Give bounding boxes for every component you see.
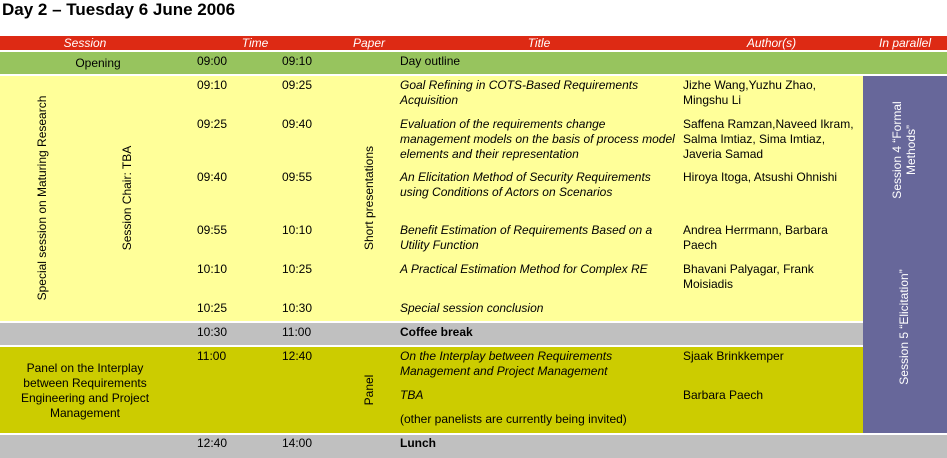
- talk-title: Benefit Estimation of Requirements Based…: [400, 223, 653, 252]
- coffee-title: Coffee break: [400, 325, 473, 339]
- special-session-name: Special session on Maturing Research: [35, 95, 49, 301]
- talk-end-time: 09:55: [282, 170, 313, 184]
- panel-title: TBA: [400, 388, 424, 402]
- session-chair: Session Chair: TBA: [120, 145, 134, 251]
- paper-type-short: Short presentations: [362, 145, 376, 251]
- header-in-parallel: In parallel: [863, 36, 947, 50]
- header-time: Time: [170, 36, 340, 50]
- panel-note: (other panelists are currently being inv…: [400, 412, 627, 426]
- talk-end-time: 10:30: [282, 301, 313, 315]
- talk-authors: Saffena Ramzan,Naveed Ikram, Salma Imtia…: [683, 117, 854, 161]
- panel-block: [0, 347, 863, 433]
- lunch-end-time: 14:00: [282, 436, 313, 450]
- coffee-break-row: [0, 323, 863, 345]
- talk-start-time: 10:10: [197, 262, 228, 276]
- special-session-block: [0, 76, 863, 321]
- talk-end-time: 09:40: [282, 117, 313, 131]
- header-session: Session: [0, 36, 170, 50]
- panel-end-time: 12:40: [282, 349, 313, 363]
- talk-authors: Jizhe Wang,Yuzhu Zhao, Mingshu Li: [683, 78, 816, 107]
- opening-label: Opening: [75, 56, 121, 70]
- talk-authors: Bhavani Palyagar, Frank Moisiadis: [683, 262, 814, 291]
- coffee-end-time: 11:00: [282, 325, 312, 339]
- coffee-start-time: 10:30: [197, 325, 228, 339]
- parallel-session-4: Session 4 “Formal Methods”: [890, 101, 918, 199]
- talk-start-time: 09:25: [197, 117, 228, 131]
- opening-title: Day outline: [400, 54, 461, 68]
- talk-end-time: 10:25: [282, 262, 313, 276]
- talk-title: A Practical Estimation Method for Comple…: [400, 262, 648, 276]
- talk-start-time: 09:55: [197, 223, 228, 237]
- parallel-sessions-block: [863, 76, 947, 433]
- panel-authors: Sjaak Brinkkemper: [683, 349, 784, 363]
- paper-type-panel: Panel: [362, 374, 376, 406]
- opening-end-time: 09:10: [282, 54, 313, 68]
- page-title: Day 2 – Tuesday 6 June 2006: [2, 0, 236, 19]
- talk-title: Evaluation of the requirements change ma…: [400, 117, 675, 161]
- opening-row: [0, 52, 947, 74]
- talk-end-time: 09:25: [282, 78, 313, 92]
- header-title: Title: [398, 36, 680, 50]
- talk-title: An Elicitation Method of Security Requir…: [400, 170, 651, 199]
- talk-authors: Andrea Herrmann, Barbara Paech: [683, 223, 828, 252]
- talk-title: Goal Refining in COTS-Based Requirements…: [400, 78, 639, 107]
- talk-start-time: 10:25: [197, 301, 228, 315]
- lunch-row: [0, 435, 947, 458]
- panel-start-time: 11:00: [197, 349, 227, 363]
- lunch-title: Lunch: [400, 436, 436, 450]
- header-authors: Author(s): [680, 36, 863, 50]
- panel-name: Panel on the Interplay between Requireme…: [20, 361, 150, 420]
- panel-authors: Barbara Paech: [683, 388, 764, 402]
- talk-start-time: 09:40: [197, 170, 228, 184]
- talk-title: Special session conclusion: [400, 301, 544, 315]
- talk-authors: Hiroya Itoga, Atsushi Ohnishi: [683, 170, 838, 184]
- panel-title: On the Interplay between Requirements Ma…: [400, 349, 613, 378]
- talk-end-time: 10:10: [282, 223, 313, 237]
- lunch-start-time: 12:40: [197, 436, 228, 450]
- opening-start-time: 09:00: [197, 54, 228, 68]
- talk-start-time: 09:10: [197, 78, 228, 92]
- parallel-session-5: Session 5 “Elicitation”: [897, 269, 911, 385]
- header-paper: Paper: [340, 36, 398, 50]
